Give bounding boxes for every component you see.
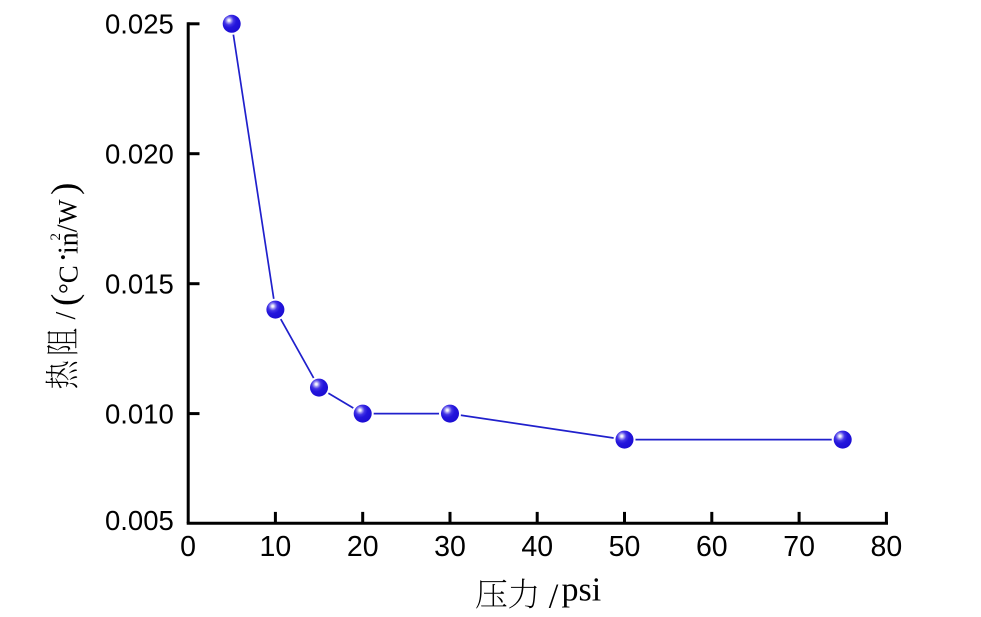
svg-text:0.020: 0.020 xyxy=(105,138,174,169)
svg-text:70: 70 xyxy=(783,531,815,563)
svg-text:0: 0 xyxy=(180,531,196,563)
svg-text:0.005: 0.005 xyxy=(105,505,174,536)
svg-text:50: 50 xyxy=(609,531,641,563)
svg-text:2: 2 xyxy=(48,233,64,241)
svg-text:80: 80 xyxy=(871,531,903,563)
svg-text:60: 60 xyxy=(696,531,728,563)
svg-text:20: 20 xyxy=(347,531,379,563)
svg-text:30: 30 xyxy=(434,531,466,563)
svg-text:10: 10 xyxy=(260,531,292,563)
svg-text:/: / xyxy=(549,578,559,616)
svg-text:in: in xyxy=(54,232,85,254)
svg-text:psi: psi xyxy=(562,572,602,609)
svg-text:(: ( xyxy=(45,294,86,306)
svg-text:/: / xyxy=(51,312,82,320)
svg-text:40: 40 xyxy=(521,531,553,563)
svg-text:°C: °C xyxy=(54,265,84,294)
svg-text:0.015: 0.015 xyxy=(105,268,174,299)
svg-text:): ) xyxy=(45,183,86,195)
svg-text:W: W xyxy=(54,199,83,224)
svg-text:0.010: 0.010 xyxy=(105,398,174,429)
svg-text:·: · xyxy=(45,251,82,262)
svg-text:/: / xyxy=(53,224,84,232)
svg-text:0.025: 0.025 xyxy=(105,9,174,40)
